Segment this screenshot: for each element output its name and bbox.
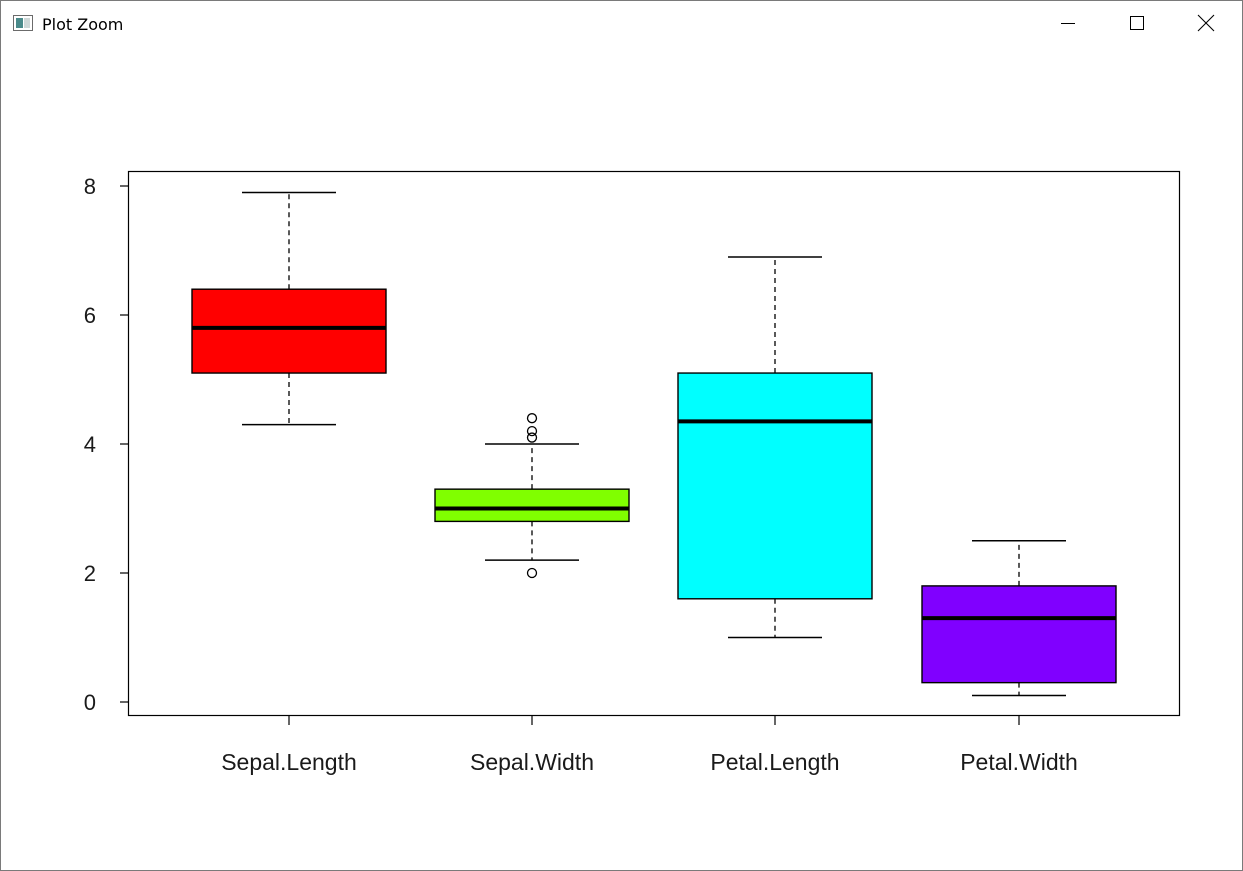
outlier-point bbox=[526, 413, 538, 424]
outlier-point bbox=[526, 432, 538, 443]
x-tick-label: Petal.Width bbox=[960, 749, 1078, 775]
x-tick-label: Sepal.Width bbox=[470, 749, 594, 775]
box-sepal-length bbox=[191, 288, 387, 374]
maximize-button[interactable] bbox=[1102, 1, 1172, 45]
plot-area: 0 2 4 6 8 Sepal.Length Sepal.Width Petal.Length… bbox=[1, 47, 1242, 870]
outlier-point bbox=[526, 425, 538, 437]
y-tick-label: 2 bbox=[84, 561, 96, 586]
y-tick-label: 0 bbox=[84, 690, 96, 715]
plot-frame bbox=[127, 170, 1181, 717]
minimize-button[interactable] bbox=[1033, 1, 1103, 45]
boxplot-chart: 0 2 4 6 8 Sepal.Length Sepal.Width Petal.Length… bbox=[84, 170, 1181, 775]
box-petal-width bbox=[921, 585, 1117, 684]
box-petal-length bbox=[677, 372, 873, 600]
outlier-point bbox=[526, 567, 538, 579]
y-tick-label: 8 bbox=[84, 174, 96, 199]
title-bar[interactable]: Plot Zoom bbox=[1, 1, 1242, 47]
box-sepal-width bbox=[434, 488, 630, 523]
plot-window-icon bbox=[13, 15, 33, 31]
close-button[interactable] bbox=[1171, 1, 1241, 45]
window-title: Plot Zoom bbox=[42, 15, 124, 34]
minimize-icon bbox=[1060, 15, 1076, 31]
close-icon bbox=[1197, 14, 1215, 32]
x-tick-label: Sepal.Length bbox=[221, 749, 357, 775]
maximize-icon bbox=[1129, 15, 1145, 31]
x-tick-label: Petal.Length bbox=[710, 749, 839, 775]
y-tick-label: 4 bbox=[84, 432, 96, 457]
y-tick-label: 6 bbox=[84, 303, 96, 328]
